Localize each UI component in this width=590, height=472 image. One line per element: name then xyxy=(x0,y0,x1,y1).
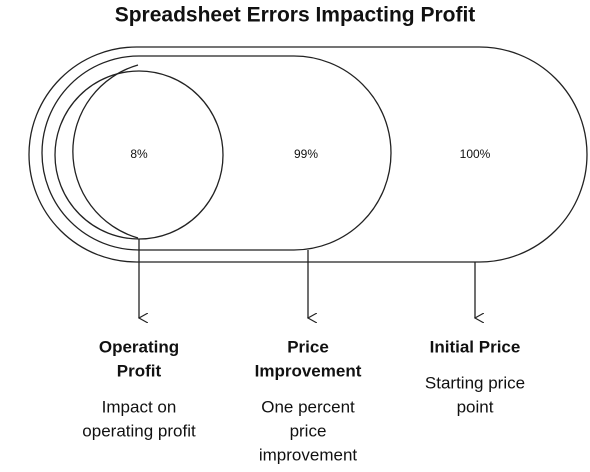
middle-capsule xyxy=(41,55,392,251)
item-description: point xyxy=(457,397,494,416)
item-description: improvement xyxy=(259,445,358,464)
item-description: price xyxy=(290,421,327,440)
item-title: Improvement xyxy=(255,361,362,380)
value-label: 99% xyxy=(294,147,318,161)
item-title: Profit xyxy=(117,361,162,380)
item-description: operating profit xyxy=(82,421,196,440)
item-title: Initial Price xyxy=(430,337,521,356)
inner-ring xyxy=(72,64,139,239)
item-description: Starting price xyxy=(425,373,525,392)
item-description: One percent xyxy=(261,397,355,416)
title: Spreadsheet Errors Impacting Profit xyxy=(115,4,476,27)
value-label: 100% xyxy=(460,147,491,161)
item-description: Impact on xyxy=(102,397,177,416)
item-title: Operating xyxy=(99,337,179,356)
value-label: 8% xyxy=(130,147,148,161)
item-title: Price xyxy=(287,337,329,356)
